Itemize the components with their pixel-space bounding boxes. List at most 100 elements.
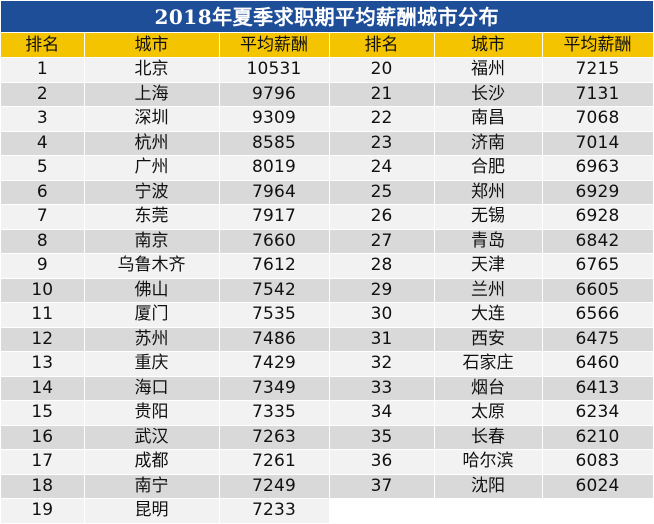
left-rank-cell: 7 <box>1 204 85 230</box>
right-rank-cell: 22 <box>329 106 435 132</box>
table-row: 15 贵阳 7335 34 太原 6234 <box>1 400 654 426</box>
left-city-cell: 佛山 <box>84 278 220 303</box>
right-salary-cell: 6413 <box>542 376 654 401</box>
table-row: 6 宁波 7964 25 郑州 6929 <box>1 180 654 205</box>
left-salary-cell: 7660 <box>219 229 330 254</box>
title-row: 2018年夏季求职期平均薪酬城市分布 <box>1 1 654 33</box>
left-rank-cell: 13 <box>1 351 85 377</box>
right-rank-cell: 26 <box>329 204 435 230</box>
left-rank-cell: 19 <box>1 498 85 524</box>
right-salary-cell: 7131 <box>542 82 654 107</box>
right-salary-cell: 6963 <box>542 155 654 181</box>
left-city-cell: 成都 <box>84 449 220 475</box>
right-rank-cell: 31 <box>329 327 435 352</box>
left-city-cell: 北京 <box>84 57 220 83</box>
header-rank-right: 排名 <box>329 32 435 58</box>
table-row: 10 佛山 7542 29 兰州 6605 <box>1 278 654 303</box>
header-city-left: 城市 <box>84 32 220 58</box>
right-salary-cell: 6475 <box>542 327 654 352</box>
empty-cell <box>542 498 654 524</box>
left-rank-cell: 15 <box>1 400 85 426</box>
header-salary-right: 平均薪酬 <box>542 32 654 58</box>
table-row: 12 苏州 7486 31 西安 6475 <box>1 327 654 352</box>
right-city-cell: 天津 <box>434 253 543 279</box>
right-city-cell: 长春 <box>434 425 543 450</box>
table-row: 8 南京 7660 27 青岛 6842 <box>1 229 654 254</box>
left-rank-cell: 5 <box>1 155 85 181</box>
table-row: 1 北京 10531 20 福州 7215 <box>1 57 654 83</box>
right-city-cell: 大连 <box>434 302 543 328</box>
right-salary-cell: 7215 <box>542 57 654 83</box>
right-city-cell: 无锡 <box>434 204 543 230</box>
left-city-cell: 昆明 <box>84 498 220 524</box>
left-salary-cell: 9796 <box>219 82 330 107</box>
right-city-cell: 郑州 <box>434 180 543 205</box>
table-row: 3 深圳 9309 22 南昌 7068 <box>1 106 654 132</box>
left-salary-cell: 7535 <box>219 302 330 328</box>
table-row: 19 昆明 7233 <box>1 498 654 524</box>
table-row: 5 广州 8019 24 合肥 6963 <box>1 155 654 181</box>
right-rank-cell: 23 <box>329 131 435 156</box>
right-salary-cell: 6234 <box>542 400 654 426</box>
table-row: 13 重庆 7429 32 石家庄 6460 <box>1 351 654 377</box>
right-city-cell: 太原 <box>434 400 543 426</box>
left-salary-cell: 7335 <box>219 400 330 426</box>
right-city-cell: 福州 <box>434 57 543 83</box>
table-row: 2 上海 9796 21 长沙 7131 <box>1 82 654 107</box>
left-salary-cell: 7542 <box>219 278 330 303</box>
right-rank-cell: 29 <box>329 278 435 303</box>
right-salary-cell: 6605 <box>542 278 654 303</box>
table-row: 9 乌鲁木齐 7612 28 天津 6765 <box>1 253 654 279</box>
left-rank-cell: 9 <box>1 253 85 279</box>
right-salary-cell: 6566 <box>542 302 654 328</box>
right-salary-cell: 6929 <box>542 180 654 205</box>
right-salary-cell: 6210 <box>542 425 654 450</box>
left-rank-cell: 2 <box>1 82 85 107</box>
left-rank-cell: 11 <box>1 302 85 328</box>
right-city-cell: 济南 <box>434 131 543 156</box>
left-salary-cell: 7263 <box>219 425 330 450</box>
left-rank-cell: 4 <box>1 131 85 156</box>
right-salary-cell: 6083 <box>542 449 654 475</box>
right-city-cell: 青岛 <box>434 229 543 254</box>
left-city-cell: 深圳 <box>84 106 220 132</box>
right-salary-cell: 6928 <box>542 204 654 230</box>
left-city-cell: 贵阳 <box>84 400 220 426</box>
left-rank-cell: 6 <box>1 180 85 205</box>
left-city-cell: 重庆 <box>84 351 220 377</box>
header-salary-left: 平均薪酬 <box>219 32 330 58</box>
table-row: 11 厦门 7535 30 大连 6566 <box>1 302 654 328</box>
table-row: 4 杭州 8585 23 济南 7014 <box>1 131 654 156</box>
left-rank-cell: 12 <box>1 327 85 352</box>
right-salary-cell: 6765 <box>542 253 654 279</box>
left-rank-cell: 16 <box>1 425 85 450</box>
right-rank-cell: 36 <box>329 449 435 475</box>
left-rank-cell: 8 <box>1 229 85 254</box>
left-city-cell: 海口 <box>84 376 220 401</box>
left-rank-cell: 3 <box>1 106 85 132</box>
table-row: 16 武汉 7263 35 长春 6210 <box>1 425 654 450</box>
left-rank-cell: 18 <box>1 474 85 499</box>
left-city-cell: 东莞 <box>84 204 220 230</box>
left-city-cell: 上海 <box>84 82 220 107</box>
empty-cell <box>329 498 435 524</box>
right-rank-cell: 33 <box>329 376 435 401</box>
table-title: 2018年夏季求职期平均薪酬城市分布 <box>1 1 654 33</box>
left-salary-cell: 7486 <box>219 327 330 352</box>
left-rank-cell: 10 <box>1 278 85 303</box>
header-rank-left: 排名 <box>1 32 85 58</box>
right-rank-cell: 28 <box>329 253 435 279</box>
right-rank-cell: 35 <box>329 425 435 450</box>
right-salary-cell: 6842 <box>542 229 654 254</box>
right-rank-cell: 34 <box>329 400 435 426</box>
right-salary-cell: 6024 <box>542 474 654 499</box>
left-city-cell: 杭州 <box>84 131 220 156</box>
right-rank-cell: 25 <box>329 180 435 205</box>
right-rank-cell: 37 <box>329 474 435 499</box>
right-city-cell: 石家庄 <box>434 351 543 377</box>
right-city-cell: 合肥 <box>434 155 543 181</box>
right-city-cell: 长沙 <box>434 82 543 107</box>
left-salary-cell: 8585 <box>219 131 330 156</box>
left-city-cell: 宁波 <box>84 180 220 205</box>
